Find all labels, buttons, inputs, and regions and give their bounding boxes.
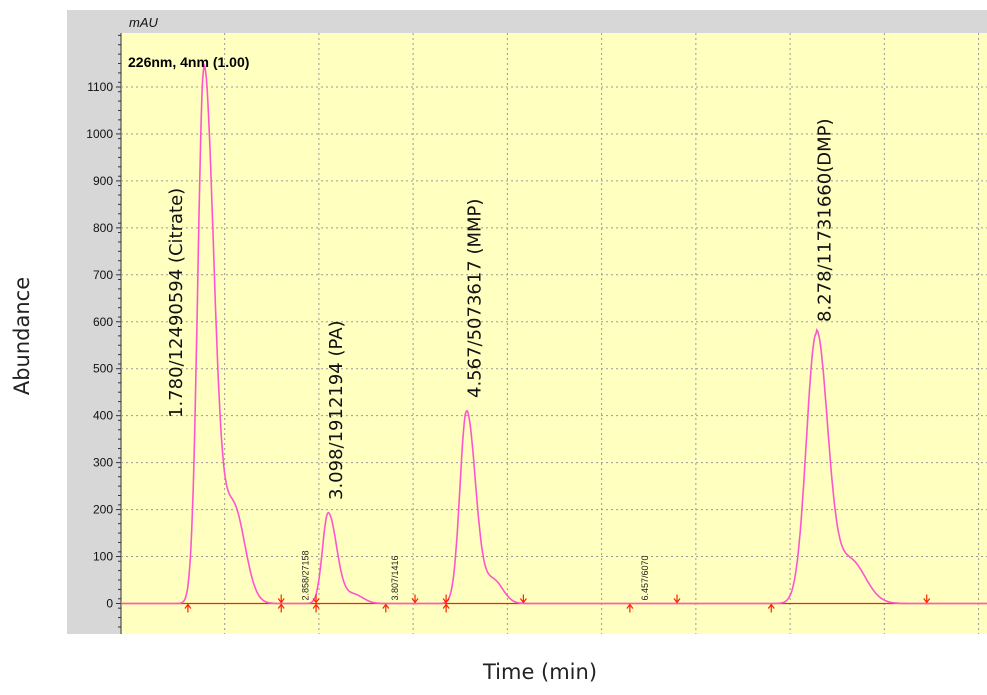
peak-label: 3.098/1912194 (PA) bbox=[326, 320, 347, 500]
y-tick-label: 800 bbox=[93, 221, 113, 235]
y-ticks: 0 100 200 300 400 500 600 700 800 900 1000 1100 bbox=[86, 34, 121, 628]
y-tick-label: 700 bbox=[93, 268, 113, 282]
y-tick-label: 1100 bbox=[87, 80, 113, 94]
peak-labels: 1.780/12490594 (Citrate) 3.098/1912194 (P… bbox=[166, 118, 835, 500]
marker-down bbox=[277, 594, 285, 604]
marker-up bbox=[626, 603, 634, 613]
grid bbox=[121, 33, 987, 634]
marker-up bbox=[184, 603, 192, 613]
y-tick-label: 900 bbox=[93, 174, 113, 188]
marker-down bbox=[411, 594, 419, 604]
y-tick-label: 400 bbox=[93, 409, 113, 423]
marker-up bbox=[382, 603, 390, 613]
x-axis-title: Time (min) bbox=[482, 660, 598, 684]
peak-label: 8.278/11731660(DMP) bbox=[814, 118, 835, 322]
y-tick-label: 0 bbox=[106, 596, 113, 610]
small-annotation: 3.807/1416 bbox=[390, 555, 400, 600]
marker-down bbox=[519, 594, 527, 604]
series-trace bbox=[121, 62, 987, 605]
marker-down bbox=[312, 594, 320, 604]
y-tick-label: 1000 bbox=[86, 127, 113, 141]
small-annotation: 2.858/27158 bbox=[301, 550, 311, 600]
chart-title: 226nm, 4nm (1.00) bbox=[128, 54, 249, 70]
y-axis-title: Abundance bbox=[10, 276, 34, 396]
marker-up bbox=[442, 603, 450, 613]
unit-label: mAU bbox=[129, 15, 159, 30]
peak-label: 1.780/12490594 (Citrate) bbox=[166, 188, 187, 418]
y-tick-label: 500 bbox=[93, 362, 113, 376]
y-tick-label: 300 bbox=[93, 456, 113, 470]
small-annotations: 2.858/27158 3.807/1416 6.457/6070 bbox=[301, 550, 650, 600]
peak-label: 4.567/5073617 (MMP) bbox=[465, 199, 486, 398]
small-annotation: 6.457/6070 bbox=[640, 555, 650, 600]
y-tick-label: 600 bbox=[93, 315, 113, 329]
marker-up bbox=[767, 603, 775, 613]
marker-down bbox=[673, 594, 681, 604]
marker-up bbox=[277, 603, 285, 613]
y-tick-label: 100 bbox=[93, 550, 113, 564]
marker-up bbox=[312, 603, 320, 613]
marker-down bbox=[923, 594, 931, 604]
y-tick-label: 200 bbox=[93, 503, 113, 517]
plot-background bbox=[121, 33, 987, 634]
integration-markers bbox=[184, 594, 931, 613]
marker-down bbox=[442, 594, 450, 604]
